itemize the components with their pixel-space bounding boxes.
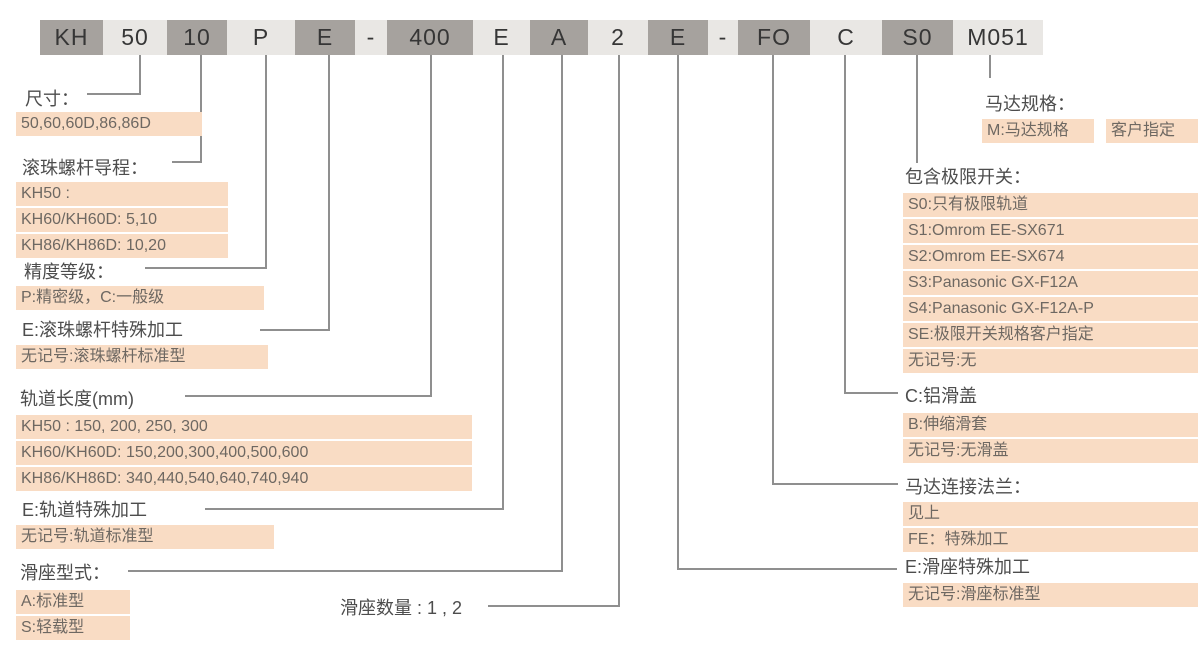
code-segment-flange: FO: [738, 20, 810, 55]
section-limit-switch-row: S3:Panasonic GX-F12A: [903, 271, 1198, 295]
connector-size-h: [87, 93, 141, 95]
section-lead-row: KH50 :: [16, 182, 228, 206]
section-cover-row: 无记号:无滑盖: [903, 439, 1198, 463]
connector-motor-v: [989, 55, 991, 78]
section-limit-switch-row: S4:Panasonic GX-F12A-P: [903, 297, 1198, 321]
section-screw-special-row: 无记号:滚珠螺杆标准型: [16, 345, 268, 369]
connector-screw-special-v: [328, 55, 330, 331]
section-limit-switch-row: S0:只有极限轨道: [903, 193, 1198, 217]
code-segment-limit-switch: S0: [882, 20, 953, 55]
code-segment-rail-special: E: [473, 20, 530, 55]
slider-count-label: 滑座数量 : 1 , 2: [340, 598, 463, 618]
connector-cover-h: [844, 392, 898, 394]
section-precision-title: 精度等级：: [24, 262, 114, 282]
section-limit-switch-row: SE:极限开关规格客户指定: [903, 323, 1198, 347]
section-rail-length-title: 轨道长度(mm): [20, 389, 134, 409]
connector-slider-type-v: [561, 55, 563, 572]
section-slider-type-row: A:标准型: [16, 590, 130, 614]
connector-rail-special-v: [502, 55, 504, 510]
section-rail-length-row: KH60/KH60D: 150,200,300,400,500,600: [16, 441, 472, 465]
code-segment-series: KH: [40, 20, 103, 55]
code-segment-rail-length: 400: [387, 20, 473, 55]
code-segment-slider-special: E: [648, 20, 708, 55]
connector-slider-count-h: [488, 605, 620, 607]
section-limit-switch-title: 包含极限开关：: [905, 167, 1031, 187]
connector-precision-v: [265, 55, 267, 269]
connector-flange-h: [772, 483, 898, 485]
section-lead-row: KH60/KH60D: 5,10: [16, 208, 228, 232]
code-segment-dash-1: -: [355, 20, 387, 55]
section-rail-length-row: KH86/KH86D: 340,440,540,640,740,940: [16, 467, 472, 491]
code-segment-precision: P: [227, 20, 295, 55]
section-slider-special-title: E:滑座特殊加工: [905, 557, 1031, 577]
section-rail-special-title: E:轨道特殊加工: [22, 500, 148, 520]
section-precision-row: P:精密级，C:一般级: [16, 286, 264, 310]
section-rail-special-row: 无记号:轨道标准型: [16, 525, 274, 549]
section-cover-title: C:铝滑盖: [905, 386, 977, 406]
code-segment-dash-2: -: [708, 20, 738, 55]
code-segment-lead: 10: [167, 20, 227, 55]
connector-slider-count-v: [618, 55, 620, 607]
section-lead-title: 滚珠螺杆导程：: [22, 158, 148, 178]
section-flange-row: FE：特殊加工: [903, 528, 1198, 552]
section-screw-special-title: E:滚珠螺杆特殊加工: [22, 320, 184, 340]
code-segment-motor: M051: [953, 20, 1043, 55]
section-slider-type-row: S:轻载型: [16, 616, 130, 640]
section-limit-switch-row: S1:Omrom EE-SX671: [903, 219, 1198, 243]
section-motor-spec-chip: 客户指定: [1106, 119, 1198, 143]
section-size-title: 尺寸：: [25, 89, 79, 109]
code-segment-cover: C: [810, 20, 882, 55]
connector-precision-h: [145, 267, 267, 269]
connector-slider-type-h: [128, 570, 563, 572]
code-segment-size: 50: [103, 20, 167, 55]
section-slider-special-row: 无记号:滑座标准型: [903, 583, 1198, 607]
section-flange-title: 马达连接法兰：: [905, 477, 1031, 497]
connector-lead-h: [172, 161, 202, 163]
section-limit-switch-row: S2:Omrom EE-SX674: [903, 245, 1198, 269]
code-segment-screw-special: E: [295, 20, 355, 55]
section-limit-switch-row: 无记号:无: [903, 349, 1198, 373]
section-size-row: 50,60,60D,86,86D: [16, 112, 202, 136]
section-motor-spec-title: 马达规格：: [985, 94, 1075, 114]
section-cover-row: B:伸缩滑套: [903, 413, 1198, 437]
section-rail-length-row: KH50 : 150, 200, 250, 300: [16, 415, 472, 439]
section-slider-type-title: 滑座型式：: [20, 563, 110, 583]
connector-lead-v: [200, 55, 202, 163]
connector-rail-length-v: [430, 55, 432, 397]
connector-rail-length-h: [185, 395, 432, 397]
connector-cover-v: [844, 55, 846, 394]
connector-screw-special-h: [260, 329, 330, 331]
section-lead-row: KH86/KH86D: 10,20: [16, 234, 228, 258]
section-flange-row: 见上: [903, 502, 1198, 526]
connector-rail-special-h: [205, 508, 504, 510]
section-motor-spec-chip: M:马达规格: [982, 119, 1094, 143]
code-segment-slider-type: A: [530, 20, 588, 55]
connector-slider-special-h: [677, 568, 897, 570]
connector-limit-switch-v: [916, 55, 918, 163]
connector-size-v: [139, 55, 141, 95]
connector-slider-special-v: [677, 55, 679, 570]
code-segment-slider-count: 2: [588, 20, 648, 55]
connector-flange-v: [772, 55, 774, 485]
